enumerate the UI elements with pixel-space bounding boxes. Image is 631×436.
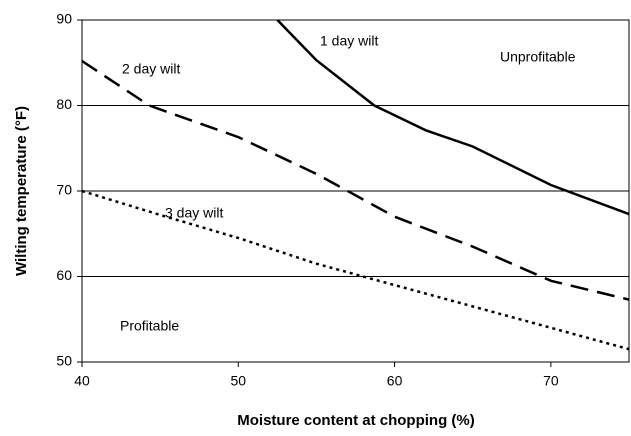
series-label: 3 day wilt	[165, 205, 223, 221]
y-tick-label: 60	[56, 267, 72, 283]
annotation: Unprofitable	[500, 49, 576, 65]
series-label: 1 day wilt	[320, 33, 378, 49]
y-tick-label: 90	[56, 11, 72, 27]
y-tick-label: 50	[56, 353, 72, 369]
annotation: Profitable	[120, 318, 179, 334]
y-tick-label: 80	[56, 96, 72, 112]
x-tick-label: 50	[230, 373, 246, 389]
x-tick-label: 60	[387, 373, 403, 389]
x-tick-label: 40	[74, 373, 90, 389]
x-axis-title: Moisture content at chopping (%)	[237, 412, 475, 429]
series-line	[276, 19, 630, 216]
y-axis-title: Wilting temperature (°F)	[13, 106, 30, 276]
series-label: 2 day wilt	[122, 61, 180, 77]
y-tick-label: 70	[56, 182, 72, 198]
x-tick-label: 70	[543, 373, 559, 389]
series-line	[81, 59, 630, 301]
